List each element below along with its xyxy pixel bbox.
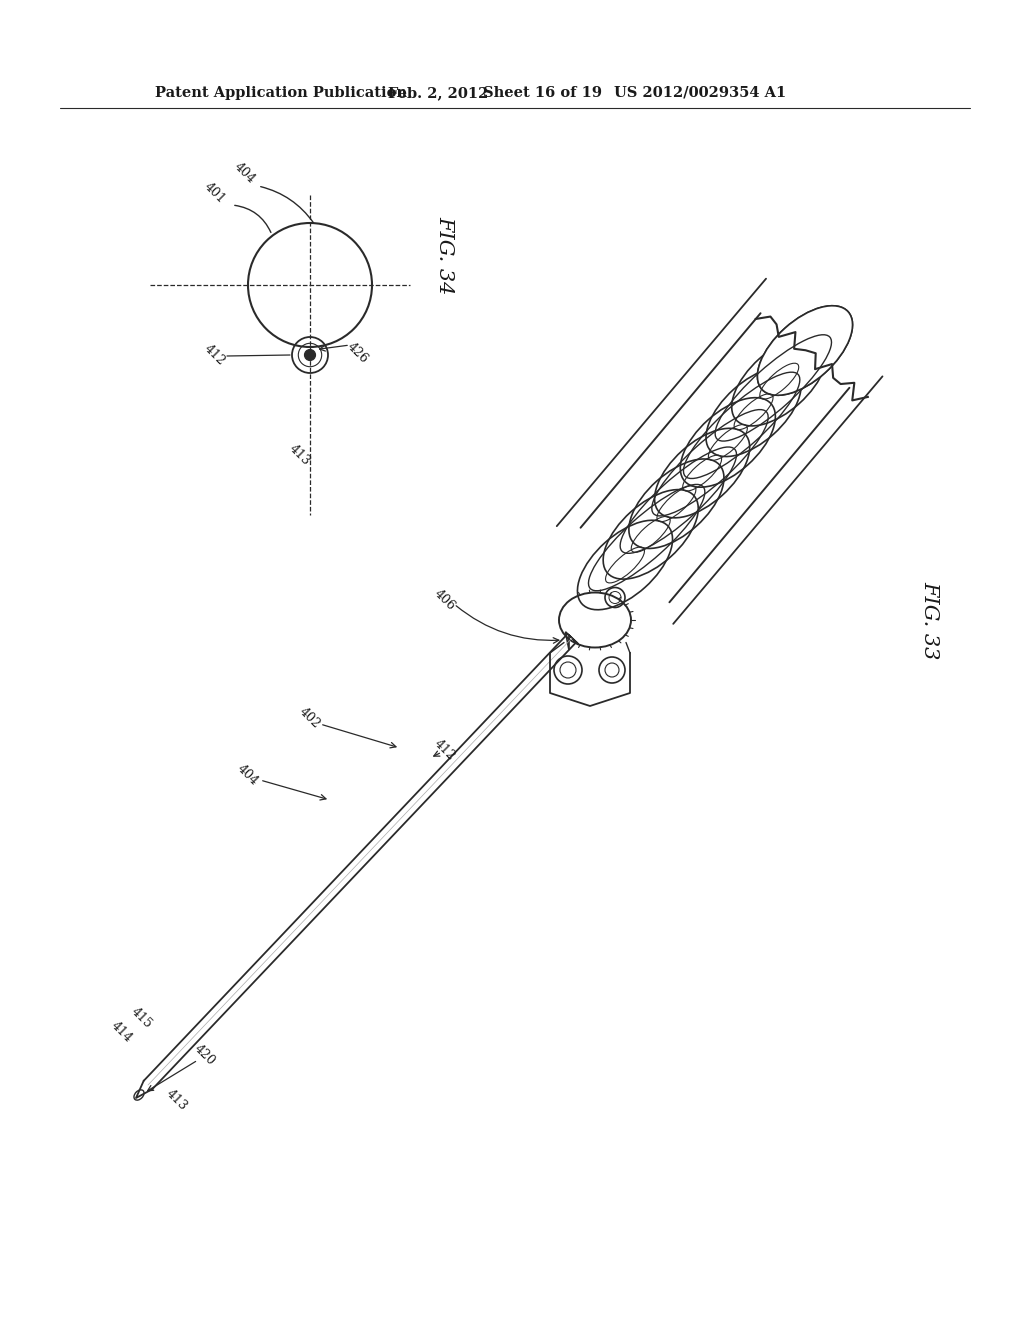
Text: 404: 404 xyxy=(231,160,258,186)
Text: 412: 412 xyxy=(432,737,458,763)
Text: 401: 401 xyxy=(202,180,228,206)
Text: 402: 402 xyxy=(297,705,323,731)
Text: 412: 412 xyxy=(202,342,228,368)
Text: 426: 426 xyxy=(345,341,371,366)
Text: Patent Application Publication: Patent Application Publication xyxy=(155,86,407,100)
Text: US 2012/0029354 A1: US 2012/0029354 A1 xyxy=(614,86,786,100)
Ellipse shape xyxy=(758,306,853,395)
Circle shape xyxy=(304,350,315,360)
Text: 413: 413 xyxy=(287,442,313,469)
Text: 414: 414 xyxy=(109,1019,135,1045)
Text: 406: 406 xyxy=(432,587,458,612)
Text: 415: 415 xyxy=(129,1005,155,1031)
Text: FIG. 33: FIG. 33 xyxy=(921,581,939,659)
Text: FIG. 34: FIG. 34 xyxy=(435,215,455,294)
Text: 404: 404 xyxy=(234,762,261,788)
Text: 420: 420 xyxy=(191,1041,218,1068)
Text: 413: 413 xyxy=(164,1086,190,1113)
Text: Feb. 2, 2012: Feb. 2, 2012 xyxy=(388,86,488,100)
Text: Sheet 16 of 19: Sheet 16 of 19 xyxy=(483,86,602,100)
